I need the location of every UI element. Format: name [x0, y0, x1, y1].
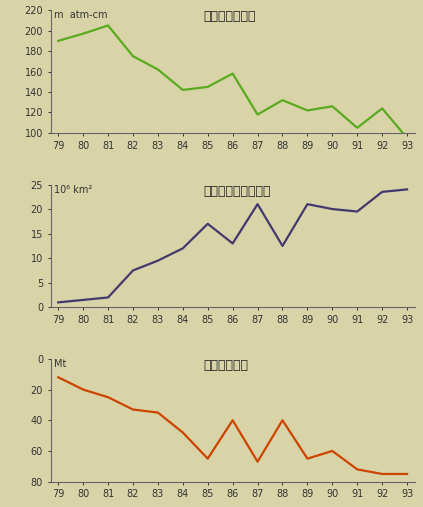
Text: m  atm-cm: m atm-cm: [55, 10, 108, 20]
Text: オゾンホールの面積: オゾンホールの面積: [203, 185, 271, 198]
Text: Mt: Mt: [55, 359, 67, 369]
Text: 最低オゾン全量: 最低オゾン全量: [203, 10, 256, 23]
Text: 10⁶ km²: 10⁶ km²: [55, 185, 93, 195]
Text: オゾン破壊量: オゾン破壊量: [203, 359, 249, 372]
